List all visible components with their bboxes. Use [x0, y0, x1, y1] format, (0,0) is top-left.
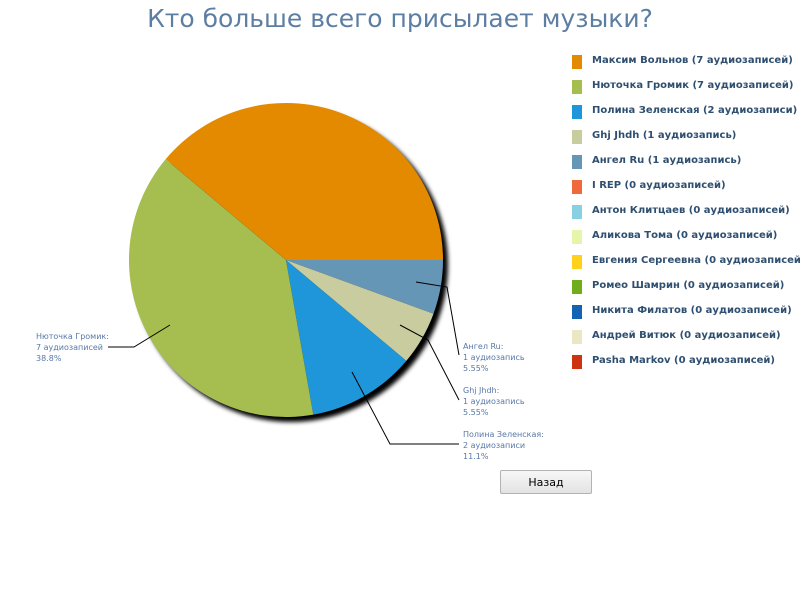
callout-count: 7 аудиозаписей	[36, 343, 103, 352]
legend-swatch	[572, 130, 582, 144]
callout-ghj: Ghj Jhdh: 1 аудиозапись 5.55%	[463, 385, 525, 418]
leader-angel	[415, 281, 460, 356]
legend-swatch	[572, 155, 582, 169]
leader-ghj	[399, 324, 460, 401]
legend-swatch	[572, 330, 582, 344]
legend-swatch	[572, 80, 582, 94]
slice-nyutochka[interactable]	[128, 159, 314, 417]
callout-name: Ghj Jhdh:	[463, 386, 500, 395]
callout-name: Полина Зеленская:	[463, 430, 544, 439]
callout-count: 2 аудиозаписи	[463, 441, 526, 450]
back-button[interactable]: Назад	[500, 470, 592, 494]
legend-label: Максим Вольнов (7 аудиозаписей)	[592, 55, 793, 66]
legend-label: Никита Филатов (0 аудиозаписей)	[592, 305, 792, 316]
legend-swatch	[572, 180, 582, 194]
page-title: Кто больше всего присылает музыки?	[147, 4, 653, 33]
legend-label: Андрей Витюк (0 аудиозаписей)	[592, 330, 781, 341]
legend-swatch	[572, 255, 582, 269]
legend-swatch	[572, 305, 582, 319]
legend-label: Ангел Ru (1 аудиозапись)	[592, 155, 742, 166]
legend-swatch	[572, 355, 582, 369]
legend-label: Ghj Jhdh (1 аудиозапись)	[592, 130, 737, 141]
callout-pct: 11.1%	[463, 452, 489, 461]
leader-polina	[351, 371, 459, 445]
legend-label: I REP (0 аудиозаписей)	[592, 180, 726, 191]
slice-ghj-jhdh[interactable]	[286, 260, 434, 361]
legend-swatch	[572, 230, 582, 244]
callout-pct: 5.55%	[463, 408, 489, 417]
legend-label: Нюточка Громик (7 аудиозаписей)	[592, 80, 794, 91]
legend-swatch	[572, 280, 582, 294]
callout-count: 1 аудиозапись	[463, 397, 525, 406]
legend-label: Полина Зеленская (2 аудиозаписи)	[592, 105, 798, 116]
callout-angel: Ангел Ru: 1 аудиозапись 5.55%	[463, 341, 525, 374]
legend-swatch	[572, 105, 582, 119]
callout-nyutochka: Нюточка Громик: 7 аудиозаписей 38.8%	[36, 331, 109, 364]
callout-count: 1 аудиозапись	[463, 353, 525, 362]
callout-pct: 5.55%	[463, 364, 489, 373]
slice-angel-ru[interactable]	[286, 260, 443, 314]
callout-name: Нюточка Громик:	[36, 332, 109, 341]
legend-swatch	[572, 205, 582, 219]
legend-swatch	[572, 55, 582, 69]
callout-polina: Полина Зеленская: 2 аудиозаписи 11.1%	[463, 429, 544, 462]
callout-name: Ангел Ru:	[463, 342, 504, 351]
legend-label: Антон Клитцаев (0 аудиозаписей)	[592, 205, 790, 216]
legend-label: Pasha Markov (0 аудиозаписей)	[592, 355, 775, 366]
callout-pct: 38.8%	[36, 354, 62, 363]
legend-label: Евгения Сергеевна (0 аудиозаписей)	[592, 255, 800, 266]
legend-label: Ромео Шамрин (0 аудиозаписей)	[592, 280, 785, 291]
legend-label: Аликова Тома (0 аудиозаписей)	[592, 230, 778, 241]
slice-maksim[interactable]	[165, 102, 443, 261]
slice-polina[interactable]	[286, 260, 407, 415]
leader-nyutochka	[108, 324, 171, 348]
